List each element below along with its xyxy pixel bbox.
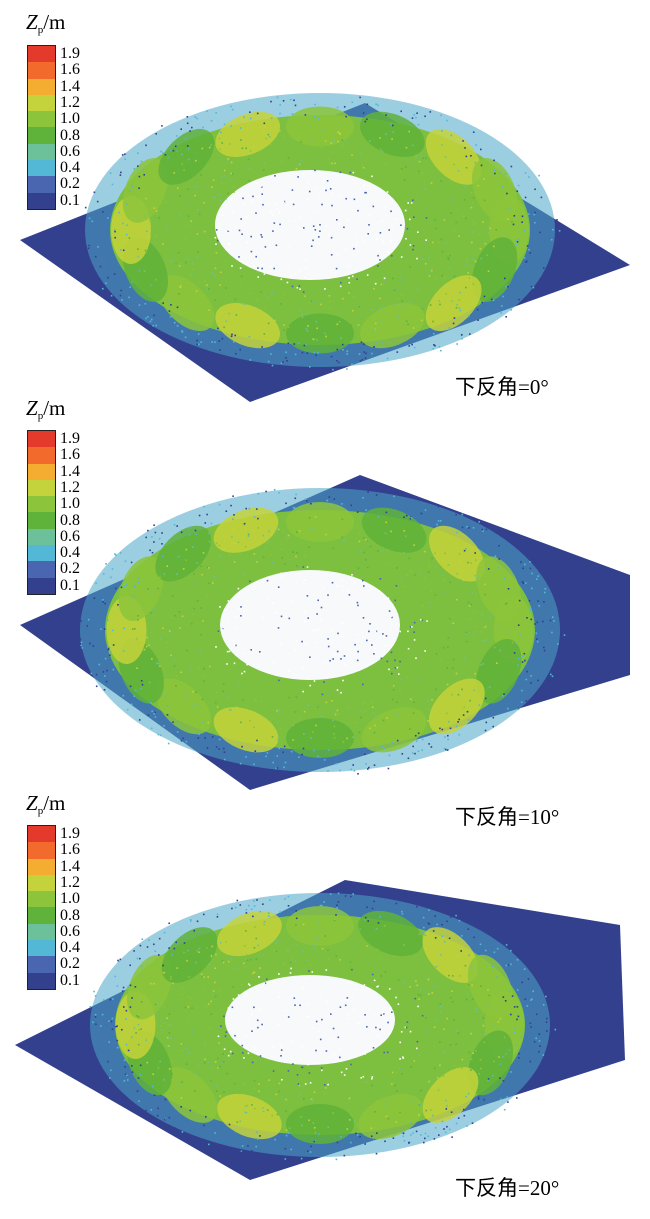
- colorbar-tick-label: 0.6: [60, 922, 80, 940]
- colorbar-tick-label: 1.0: [60, 110, 80, 128]
- colorbar-tick-label: 0.8: [60, 906, 80, 924]
- colorbar-title: Zp/m: [26, 791, 66, 817]
- colorbar-tick-label: 1.4: [60, 462, 80, 480]
- colorbar-swatch: [28, 496, 55, 513]
- colorbar-tick-label: 0.2: [60, 560, 80, 578]
- colorbar-swatch: [28, 561, 55, 578]
- colorbar-swatch: [28, 94, 55, 112]
- colorbar-tick-label: 0.2: [60, 955, 80, 973]
- colorbar-tick-label: 0.1: [60, 576, 80, 594]
- point-cloud-plot: [20, 93, 630, 402]
- colorbar-swatch: [28, 826, 55, 843]
- colorbar-tick-label: 1.2: [60, 873, 80, 891]
- colorbar: [27, 825, 56, 990]
- colorbar-tick-label: 0.4: [60, 159, 80, 177]
- colorbar-tick-label: 0.8: [60, 126, 80, 144]
- colorbar-swatch: [28, 62, 55, 79]
- colorbar-title: Zp/m: [26, 396, 66, 422]
- colorbar-swatch: [28, 192, 55, 209]
- colorbar-tick-label: 1.2: [60, 93, 80, 111]
- colorbar-tick-label: 1.9: [60, 430, 80, 447]
- colorbar-swatch: [28, 528, 55, 546]
- point-cloud-plot: [20, 475, 630, 790]
- colorbar-swatch: [28, 940, 55, 957]
- colorbar-swatch: [28, 907, 55, 924]
- colorbar-swatch: [28, 46, 55, 63]
- colorbar-swatch: [28, 874, 55, 892]
- colorbar-swatch: [28, 143, 55, 161]
- colorbar-tick-label: 0.6: [60, 527, 80, 545]
- particle-speckles: [79, 488, 566, 775]
- colorbar-swatch: [28, 111, 55, 128]
- colorbar-swatch: [28, 463, 55, 480]
- colorbar: [27, 45, 56, 210]
- panel-2: Zp/m 1.9 1.6 1.4 1.2 1.0 0.8 0.6 0.4 0.2 0.1 下反角=…: [0, 395, 650, 828]
- colorbar-tick-label: 1.6: [60, 841, 80, 859]
- colorbar-swatch: [28, 78, 55, 95]
- colorbar-tick-label: 1.4: [60, 857, 80, 875]
- colorbar-swatch: [28, 923, 55, 941]
- colorbar-swatch: [28, 972, 55, 989]
- panel-caption: 下反角=0°: [455, 375, 549, 399]
- colorbar-swatch: [28, 176, 55, 193]
- cavity-center: [215, 170, 405, 280]
- panel-caption: 下反角=10°: [455, 805, 560, 829]
- colorbar-title: Zp/m: [26, 10, 66, 36]
- cavity-center: [225, 975, 395, 1065]
- colorbar-tick-label: 1.2: [60, 478, 80, 496]
- colorbar-tick-label: 1.0: [60, 495, 80, 513]
- colorbar-swatch: [28, 447, 55, 464]
- panel-3: Zp/m 1.9 1.6 1.4 1.2 1.0 0.8 0.6 0.4 0.2 0.1 下反角=…: [0, 785, 650, 1199]
- particle-speckles: [84, 96, 561, 371]
- crown-lobes: [106, 502, 534, 758]
- colorbar-swatch: [28, 577, 55, 594]
- colorbar-tick-label: 1.4: [60, 77, 80, 95]
- colorbar-swatch: [28, 891, 55, 908]
- colorbar-tick-label: 1.9: [60, 825, 80, 842]
- colorbar-tick-label: 1.0: [60, 890, 80, 908]
- colorbar-tick-label: 0.6: [60, 142, 80, 160]
- colorbar-swatch: [28, 956, 55, 973]
- point-cloud-plot: [15, 880, 625, 1180]
- colorbar-swatch: [28, 858, 55, 875]
- particle-speckles: [89, 892, 557, 1161]
- colorbar-tick-label: 0.4: [60, 939, 80, 957]
- colorbar-swatch: [28, 127, 55, 144]
- colorbar-swatch: [28, 431, 55, 448]
- colorbar-tick-label: 0.1: [60, 191, 80, 209]
- colorbar-swatch: [28, 545, 55, 562]
- colorbar-tick-label: 0.2: [60, 175, 80, 193]
- panel-1: Zp/m 1.9 1.6 1.4 1.2 1.0 0.8 0.6 0.4 0.2 0.1 下反角=…: [0, 0, 650, 405]
- crown-lobes: [115, 906, 525, 1144]
- cavity-center: [220, 570, 400, 680]
- colorbar-swatch: [28, 512, 55, 529]
- colorbar: [27, 430, 56, 595]
- colorbar-tick-label: 1.6: [60, 61, 80, 79]
- colorbar-swatch: [28, 479, 55, 497]
- colorbar-swatch: [28, 160, 55, 177]
- panel-caption: 下反角=20°: [455, 1176, 560, 1200]
- colorbar-tick-label: 1.9: [60, 45, 80, 62]
- colorbar-tick-label: 0.8: [60, 511, 80, 529]
- colorbar-tick-label: 0.1: [60, 971, 80, 989]
- colorbar-swatch: [28, 842, 55, 859]
- colorbar-tick-label: 0.4: [60, 544, 80, 562]
- colorbar-tick-label: 1.6: [60, 446, 80, 464]
